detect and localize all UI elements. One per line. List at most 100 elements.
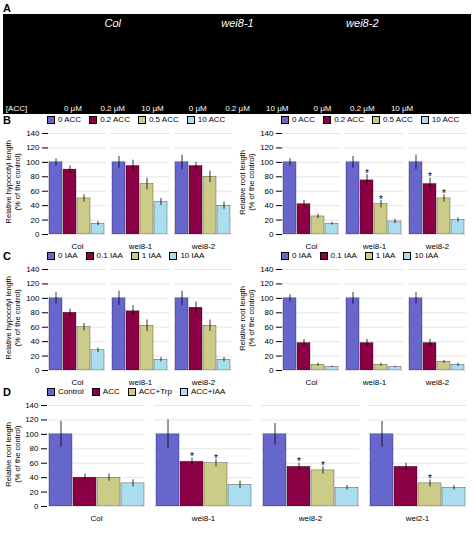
- svg-text:80: 80: [31, 172, 40, 181]
- svg-text:120: 120: [26, 279, 40, 288]
- svg-text:60: 60: [30, 459, 39, 468]
- html-text:Relative root length (% of the: Relative root length (% of the control): [238, 149, 256, 215]
- html-text:0 ACC: 0 ACC: [58, 115, 82, 124]
- svg-text:60: 60: [31, 187, 40, 196]
- svg-text:60: 60: [31, 323, 40, 332]
- svg-text:120: 120: [260, 143, 274, 152]
- html-text:10 IAA: 10 IAA: [180, 251, 205, 260]
- html-text:Control: Control: [58, 387, 84, 396]
- html-text:10 ACC: 10 ACC: [197, 115, 226, 124]
- svg-text:Col: Col: [71, 378, 83, 386]
- svg-text:40: 40: [31, 337, 40, 346]
- html-text:0 ACC: 0 ACC: [292, 115, 316, 124]
- svg-text:40: 40: [30, 473, 39, 482]
- html-text:0 IAA: 0 IAA: [292, 251, 312, 260]
- svg-text:10 μM: 10 μM: [266, 104, 289, 113]
- svg-text:140: 140: [260, 265, 274, 274]
- html-text:0.1 IAA: 0.1 IAA: [330, 251, 357, 260]
- svg-text:*: *: [190, 451, 194, 462]
- html-text:1 IAA: 1 IAA: [141, 251, 162, 260]
- svg-text:wei8-2: wei8-2: [298, 514, 323, 522]
- svg-text:60: 60: [265, 323, 274, 332]
- html-text:Relative hypocotyl length (% o: Relative hypocotyl length (% of the cont…: [4, 276, 22, 360]
- svg-text:wei2-1: wei2-1: [405, 514, 430, 522]
- svg-text:10 μM: 10 μM: [141, 104, 164, 113]
- svg-text:40: 40: [265, 201, 274, 210]
- svg-text:*: *: [428, 473, 432, 484]
- svg-text:wei8-2: wei8-2: [346, 17, 378, 29]
- html-text:0 IAA: 0 IAA: [58, 251, 78, 260]
- html-text:0.2 ACC: 0.2 ACC: [334, 115, 364, 124]
- svg-text:100: 100: [26, 158, 40, 167]
- svg-text:20: 20: [31, 352, 40, 361]
- svg-text:140: 140: [260, 129, 274, 138]
- svg-text:wei8-1: wei8-1: [128, 242, 153, 250]
- svg-text:wei8-1: wei8-1: [221, 17, 253, 29]
- svg-text:100: 100: [25, 430, 39, 439]
- svg-text:*: *: [365, 168, 369, 179]
- svg-text:20: 20: [265, 216, 274, 225]
- svg-text:140: 140: [25, 401, 39, 410]
- svg-text:20: 20: [30, 488, 39, 497]
- svg-text:80: 80: [265, 308, 274, 317]
- svg-text:[ACC]: [ACC]: [6, 104, 27, 113]
- svg-text:wei8-2: wei8-2: [191, 378, 216, 386]
- svg-text:wei8-1: wei8-1: [362, 242, 387, 250]
- svg-text:Col: Col: [104, 17, 121, 29]
- svg-text:*: *: [321, 460, 325, 471]
- html-text:10 IAA: 10 IAA: [414, 251, 439, 260]
- svg-text:80: 80: [265, 172, 274, 181]
- svg-text:wei8-2: wei8-2: [425, 242, 450, 250]
- svg-text:120: 120: [26, 143, 40, 152]
- svg-text:40: 40: [265, 337, 274, 346]
- svg-text:80: 80: [30, 444, 39, 453]
- svg-text:0: 0: [269, 230, 274, 239]
- svg-text:*: *: [428, 171, 432, 182]
- svg-text:60: 60: [265, 187, 274, 196]
- html-text:1 IAA: 1 IAA: [375, 251, 396, 260]
- svg-text:0 μM: 0 μM: [314, 104, 332, 113]
- svg-text:0: 0: [35, 230, 40, 239]
- svg-text:0 μM: 0 μM: [189, 104, 207, 113]
- html-text:Relative root length (% of the: Relative root length (% of the control): [238, 285, 256, 351]
- svg-text:*: *: [442, 188, 446, 199]
- svg-text:100: 100: [260, 158, 274, 167]
- svg-text:wei8-1: wei8-1: [191, 514, 216, 522]
- svg-text:10 μM: 10 μM: [391, 104, 414, 113]
- svg-text:140: 140: [26, 265, 40, 274]
- svg-text:Col: Col: [90, 514, 102, 522]
- svg-text:100: 100: [260, 294, 274, 303]
- html-text:0.2 ACC: 0.2 ACC: [100, 115, 130, 124]
- html-text:10 ACC: 10 ACC: [431, 115, 460, 124]
- svg-text:Col: Col: [305, 378, 317, 386]
- svg-text:Col: Col: [305, 242, 317, 250]
- svg-text:0: 0: [35, 366, 40, 375]
- svg-text:*: *: [379, 194, 383, 205]
- html-text:Relative root length (% of the: Relative root length (% of the control): [4, 421, 22, 487]
- svg-text:120: 120: [260, 279, 274, 288]
- svg-text:wei8-1: wei8-1: [128, 378, 153, 386]
- svg-text:120: 120: [25, 415, 39, 424]
- svg-text:wei8-2: wei8-2: [425, 378, 450, 386]
- svg-text:wei8-2: wei8-2: [191, 242, 216, 250]
- svg-text:100: 100: [26, 294, 40, 303]
- svg-text:0: 0: [269, 366, 274, 375]
- svg-text:140: 140: [26, 129, 40, 138]
- svg-text:*: *: [214, 453, 218, 464]
- svg-text:0.2 μM: 0.2 μM: [350, 104, 375, 113]
- svg-text:Col: Col: [71, 242, 83, 250]
- svg-text:20: 20: [31, 216, 40, 225]
- svg-text:0 μM: 0 μM: [64, 104, 82, 113]
- html-text:Relative hypocotyl length (% o: Relative hypocotyl length (% of the cont…: [4, 140, 22, 224]
- svg-text:20: 20: [265, 352, 274, 361]
- svg-text:0.2 μM: 0.2 μM: [100, 104, 125, 113]
- html-text:0.5 ACC: 0.5 ACC: [382, 115, 413, 124]
- svg-text:40: 40: [31, 201, 40, 210]
- svg-text:0: 0: [34, 502, 39, 511]
- html-text:0.5 ACC: 0.5 ACC: [148, 115, 179, 124]
- svg-text:*: *: [297, 456, 301, 467]
- html-text:0.1 IAA: 0.1 IAA: [96, 251, 123, 260]
- svg-text:0.2 μM: 0.2 μM: [225, 104, 250, 113]
- svg-text:wei8-1: wei8-1: [362, 378, 387, 386]
- svg-text:80: 80: [31, 308, 40, 317]
